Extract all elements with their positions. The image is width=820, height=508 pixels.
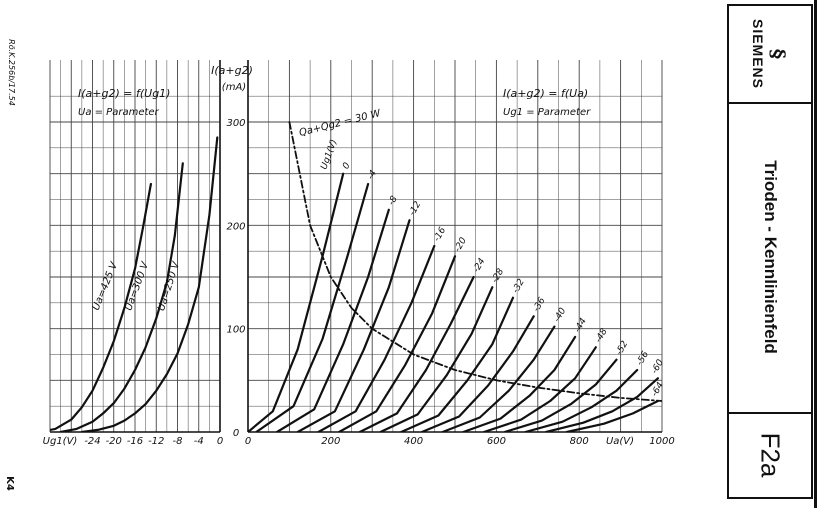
reference-code: Rö.K.256b/17.54 xyxy=(6,39,16,106)
right-border-line xyxy=(814,0,817,508)
right-series-label: -60 xyxy=(650,358,666,376)
curve-16 xyxy=(317,244,436,432)
left-x-tick: -4 xyxy=(194,436,204,447)
curve-32 xyxy=(400,296,515,432)
curve-44 xyxy=(462,335,577,432)
left-series-label: Ua=250 V xyxy=(156,260,183,313)
left-x-axis-label: Ug1(V) xyxy=(43,436,78,447)
curve-56 xyxy=(524,368,639,432)
right-chart-grid xyxy=(247,60,663,433)
left-curves xyxy=(50,136,219,432)
y-tick: 200 xyxy=(226,221,245,232)
siemens-s-logo: § xyxy=(766,48,790,60)
curve-Qa-Qg2-30-W xyxy=(288,121,662,402)
right-series-label: -48 xyxy=(594,327,610,345)
right-curves xyxy=(248,121,662,432)
right-x-tick: 0 xyxy=(245,436,251,447)
left-x-tick: 0 xyxy=(217,436,223,447)
right-series-label: -36 xyxy=(532,296,548,314)
y-tick: 100 xyxy=(226,325,245,336)
curve-4 xyxy=(255,182,370,432)
curve-40 xyxy=(441,325,556,432)
sheet-title: Trioden - Kennlinienfeld xyxy=(761,160,780,354)
curve-28 xyxy=(379,286,494,432)
left-x-tick: -8 xyxy=(173,436,183,447)
right-x-tick: 200 xyxy=(321,436,340,447)
page-mark: K4 xyxy=(3,476,15,491)
curve-48 xyxy=(482,346,597,432)
title-box: Trioden - Kennlinienfeld xyxy=(729,102,811,414)
title-block: § SIEMENS Trioden - Kennlinienfeld F2a xyxy=(727,4,813,499)
right-chart-title: I(a+g2) = f(Ua) xyxy=(503,87,588,100)
right-series-label: -40 xyxy=(552,306,568,324)
curve-64 xyxy=(565,399,659,432)
right-series-label: -24 xyxy=(472,257,488,275)
parameter-label: Ug1(V) xyxy=(319,138,339,171)
left-chart-title: I(a+g2) = f(Ug1) xyxy=(78,87,170,100)
right-series-label: 0 xyxy=(341,161,353,171)
curve-Ua-250-V xyxy=(80,136,219,432)
power-limit-label: Qa+Qg2 = 30 W xyxy=(298,108,383,139)
curve-24 xyxy=(358,275,475,432)
right-chart-subtitle: Ug1 = Parameter xyxy=(503,107,591,118)
left-series-label: Ua=425 V xyxy=(91,260,121,312)
left-x-tick: -16 xyxy=(127,436,143,447)
y-tick: 300 xyxy=(226,118,245,129)
right-x-tick: 1000 xyxy=(649,436,674,447)
curve-8 xyxy=(275,208,390,432)
right-x-tick: 400 xyxy=(404,436,423,447)
right-series-label: -32 xyxy=(511,277,527,295)
curve-52 xyxy=(503,358,618,432)
curve-60 xyxy=(545,377,659,432)
curve-Ua-300-V xyxy=(59,162,184,432)
right-series-label: -44 xyxy=(573,316,589,334)
right-series-label: -4 xyxy=(366,168,379,181)
sheet-code-box: F2a xyxy=(729,412,811,497)
right-series-label: -16 xyxy=(432,226,448,244)
y-axis-label: I(a+g2) xyxy=(211,64,253,77)
right-x-tick: 800 xyxy=(570,436,589,447)
right-series-label: -8 xyxy=(387,194,400,207)
chart-axes xyxy=(50,60,662,433)
left-series-label: Ua=300 V xyxy=(123,260,151,313)
sheet-code: F2a xyxy=(755,432,786,477)
brand-box: § SIEMENS xyxy=(729,6,811,104)
left-chart-subtitle: Ua = Parameter xyxy=(78,107,160,118)
chart-curves xyxy=(50,121,662,432)
curve-36 xyxy=(420,315,535,432)
right-series-label: -56 xyxy=(635,350,651,368)
y-axis-unit: (mA) xyxy=(222,82,246,93)
right-x-tick: 600 xyxy=(487,436,506,447)
left-x-tick: -24 xyxy=(84,436,100,447)
right-x-axis-label: Ua(V) xyxy=(606,436,634,447)
curve-20 xyxy=(338,255,457,432)
curve-0 xyxy=(248,172,345,432)
brand-name: SIEMENS xyxy=(750,18,766,90)
curve-12 xyxy=(296,219,411,432)
left-x-tick: -12 xyxy=(148,436,164,447)
y-tick: 0 xyxy=(233,428,239,439)
right-series-label: -28 xyxy=(490,267,506,285)
right-series-label: -12 xyxy=(407,200,423,218)
curve-Ua-425-V xyxy=(50,182,152,432)
left-x-tick: -20 xyxy=(106,436,122,447)
